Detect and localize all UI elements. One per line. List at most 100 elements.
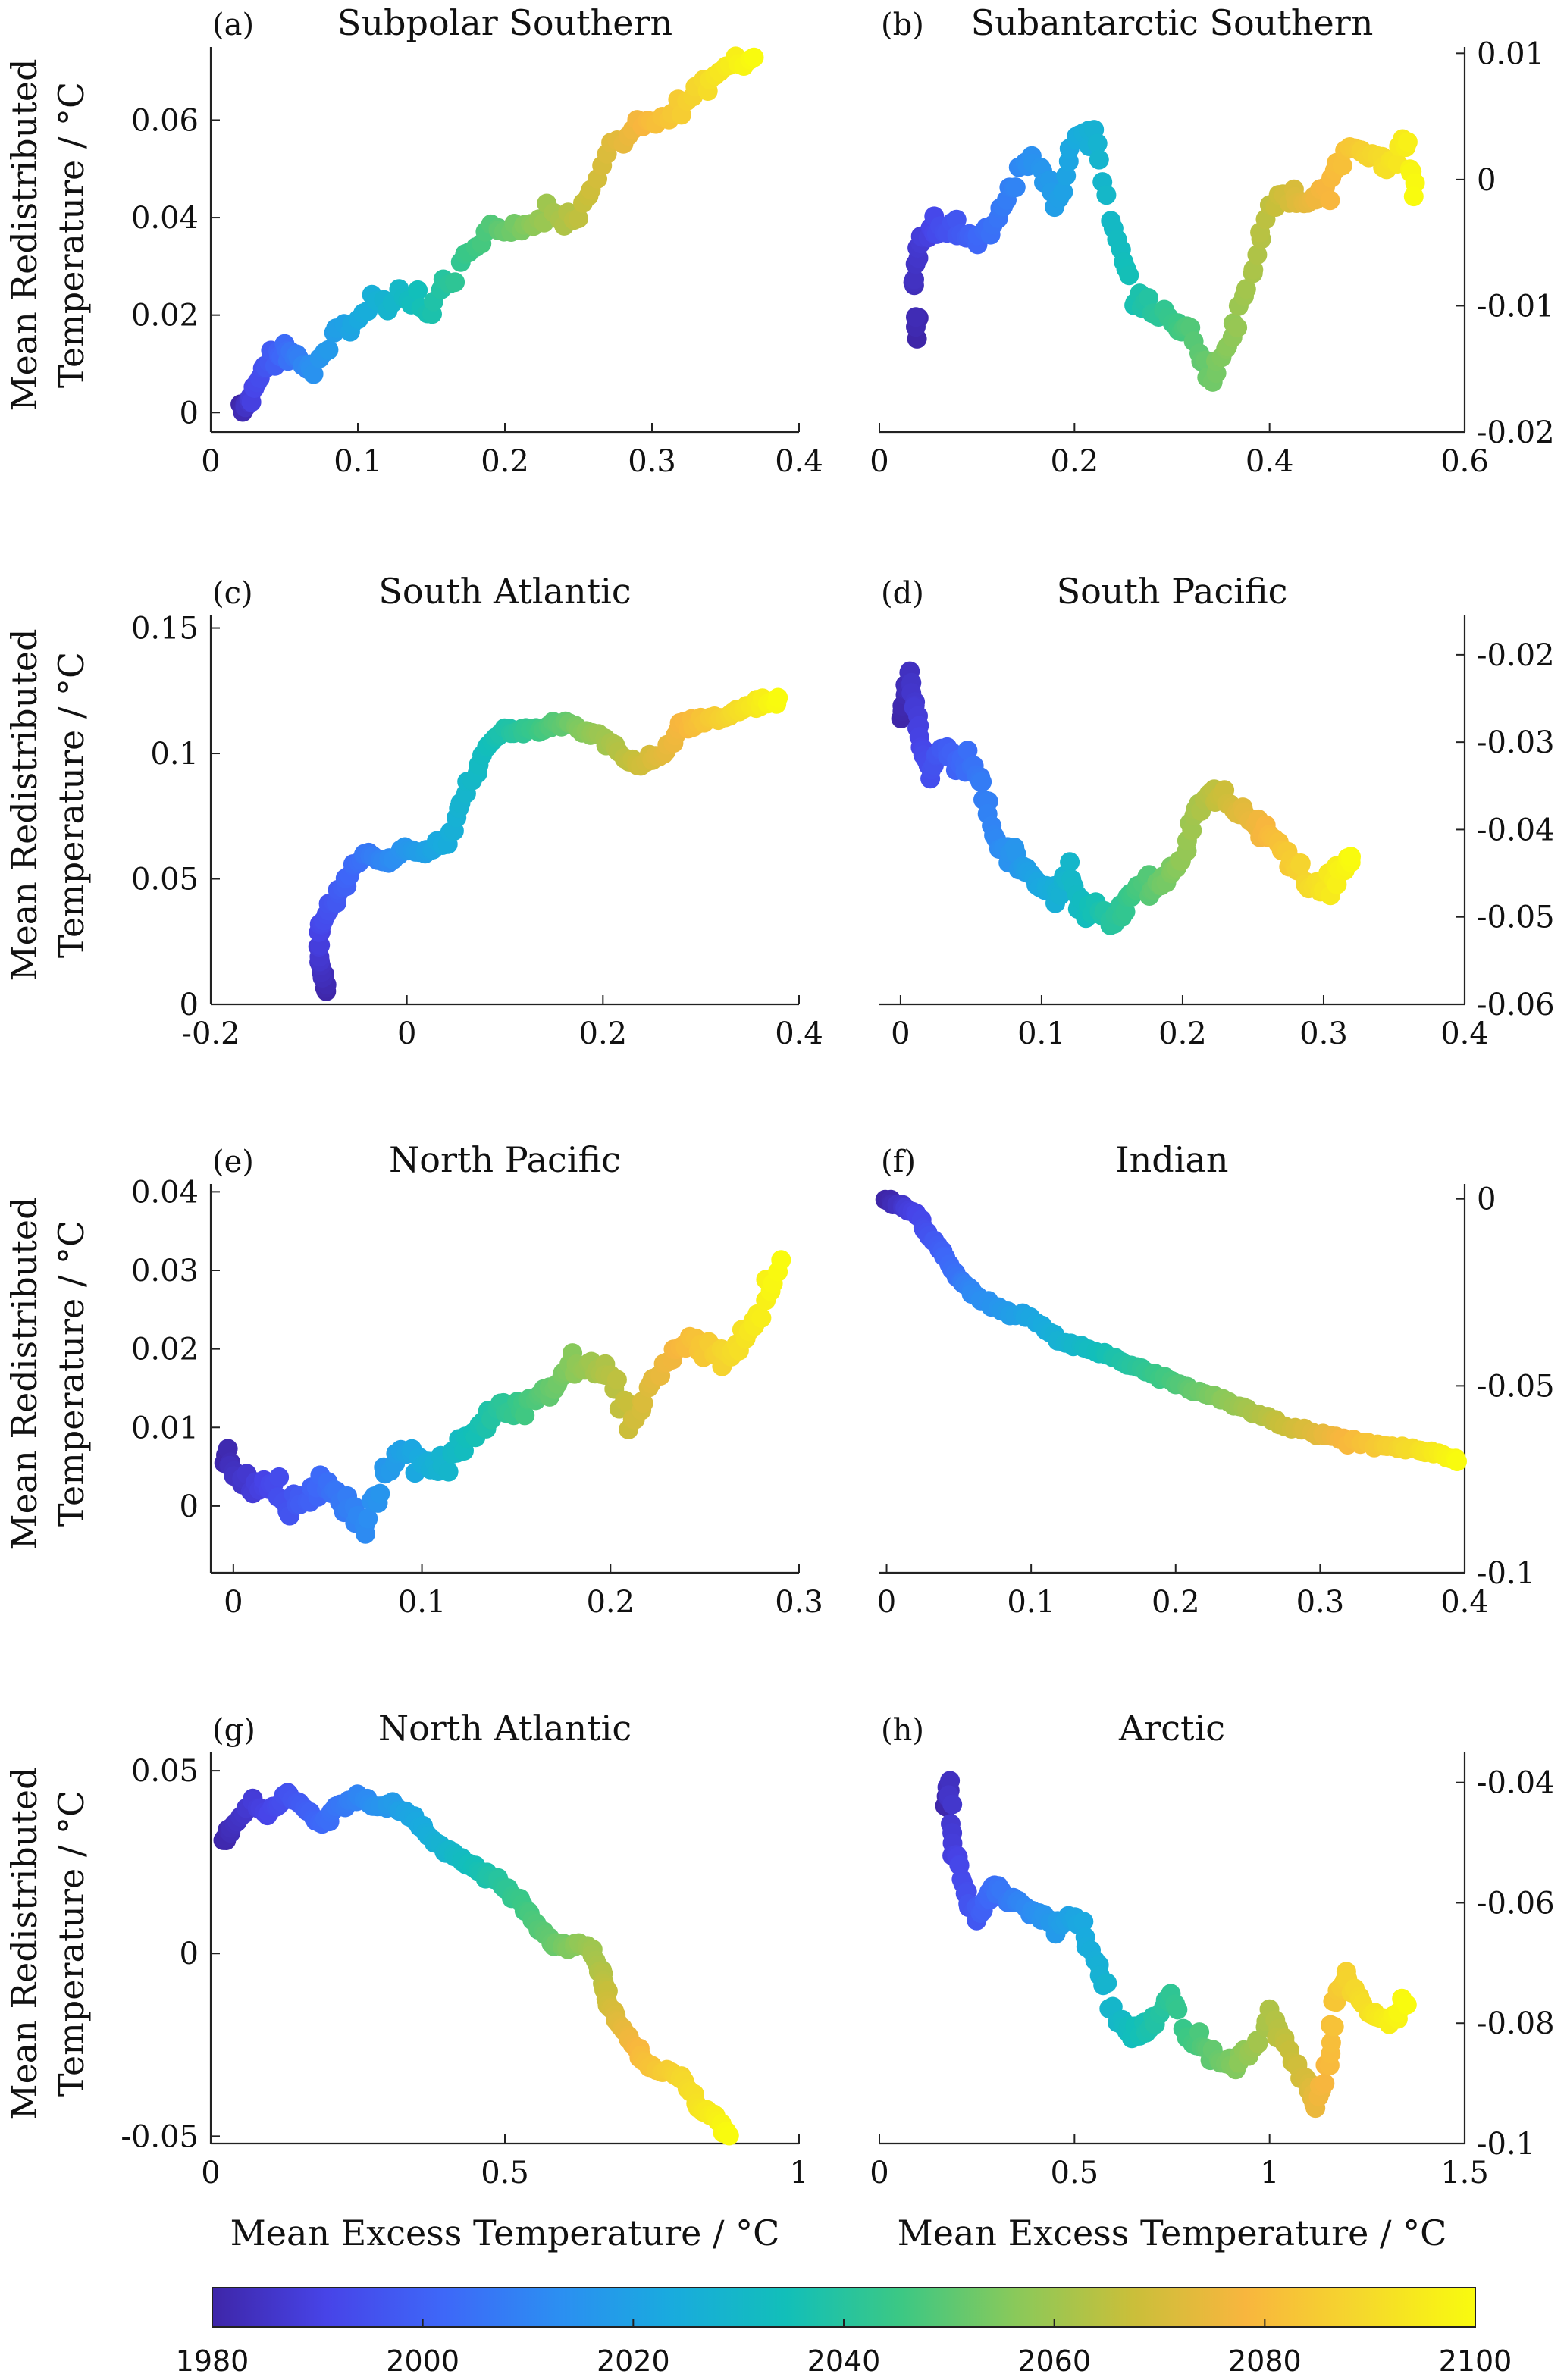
scatter-point [1321,2032,1341,2053]
panel-letter: (a) [212,8,254,42]
x-tick-label: 0.2 [481,444,529,479]
y-tick-label: -0.05 [1477,900,1555,935]
y-tick-label: 0 [180,988,199,1022]
scatter-point [1053,182,1073,202]
x-tick-label: 0.1 [1007,1585,1055,1620]
panel-title: Indian [1115,1139,1228,1180]
scatter-point [606,1370,627,1390]
ylabel-row4-line2: Temperature / °C [51,1790,92,2097]
x-tick-label: -0.2 [181,1016,240,1051]
x-tick-label: 0.4 [1440,1585,1489,1620]
x-tick-label: 0 [201,2156,220,2191]
x-tick-label: 0 [397,1016,416,1051]
x-tick-label: 0.2 [579,1016,628,1051]
panel-a: 0 0.1 0.2 0.3 0.4 0 0.02 0.04 0.06 Subpolar South… [131,2,823,479]
x-tick-label: 1 [1260,2156,1279,2191]
x-tick-label: 0.2 [586,1585,635,1620]
x-tick-label: 0.3 [1299,1016,1348,1051]
y-tick-label: 0.04 [131,201,199,236]
scatter-point [1005,177,1026,198]
scatter-point [1060,852,1080,872]
panel-title: North Pacific [389,1139,621,1180]
y-tick-label: 0.02 [131,299,199,334]
x-tick-label: 0.2 [1051,444,1099,479]
scatter-point [972,772,992,792]
ylabel-row3-line1: Mean Redistributed [4,1197,45,1549]
scatter-point [1247,245,1268,265]
scatter-point [358,1508,378,1529]
scatter-point [904,269,924,290]
colorbar-tick-label: 1980 [176,2344,249,2378]
scatter-point [1167,2000,1188,2020]
scatter-point [1227,318,1248,338]
x-tick-label: 0.3 [628,444,676,479]
scatter-point [1324,2016,1344,2037]
scatter-point [438,1461,459,1482]
colorbar-tick-label: 2000 [386,2344,459,2378]
scatter-point [269,1467,290,1487]
y-tick-label: -0.04 [1477,813,1555,847]
y-tick-label: 0.06 [131,103,199,138]
scatter-point [1089,149,1109,170]
scatter-point [1396,1994,1417,2015]
y-tick-label: 0.05 [131,863,199,897]
scatter-point [370,1483,390,1504]
scatter-series [875,1189,1467,1471]
colorbar-tick-label: 2060 [1017,2344,1091,2378]
x-tick-label: 0 [224,1585,243,1620]
panel-e: 0 0.1 0.2 0.3 0 0.01 0.02 0.03 0.04 North Pacific… [131,1139,823,1620]
scatter-point [906,307,926,327]
panel-f: 0 0.1 0.2 0.3 0.4-0.1 -0.05 0 Indian (f) [875,1139,1555,1620]
scatter-series [213,1783,739,2146]
ylabel-row1-line2: Temperature / °C [51,82,92,388]
scatter-point [771,1250,791,1270]
panel-d: 0 0.1 0.2 0.3 0.4-0.06 -0.05 -0.04 -0.03 -0.02 So… [879,571,1555,1051]
y-tick-label: -0.05 [121,2119,199,2154]
y-tick-label: 0.03 [131,1254,199,1289]
xlabel-left: Mean Excess Temperature / °C [230,2212,780,2253]
x-tick-label: 0 [201,444,220,479]
colorbar-tick-label: 2040 [807,2344,881,2378]
panels: 0 0.1 0.2 0.3 0.4 0 0.02 0.04 0.06 Subpolar South… [121,2,1554,2191]
colorbar-tick-label: 2080 [1228,2344,1302,2378]
panel-title: Subpolar Southern [337,2,672,43]
y-tick-label: 0.15 [131,612,199,647]
scatter-point [1182,820,1202,841]
panel-title: Arctic [1118,1708,1225,1749]
x-tick-label: 0 [870,2156,888,2191]
scatter-point [318,340,339,360]
scatter-point [1290,855,1311,875]
scatter-point [515,1405,535,1426]
y-tick-label: -0.06 [1477,988,1555,1022]
panel-letter: (e) [212,1145,254,1179]
scatter-point [1243,259,1264,280]
scatter-point [1087,133,1108,154]
scatter-point [569,208,588,229]
scatter-point [445,272,465,293]
colorbar-tick-label: 2100 [1439,2344,1512,2378]
scatter-point [1320,190,1340,211]
panel-letter: (b) [881,8,924,42]
scatter-point [1189,2022,1210,2043]
y-tick-label: 0.1 [150,737,199,772]
scatter-point [940,1771,961,1791]
y-tick-label: 0 [1477,1182,1496,1217]
y-tick-label: 0 [180,396,199,431]
panel-letter: (g) [212,1713,255,1748]
scatter-point [1403,186,1424,207]
scatter-point [408,280,428,300]
y-tick-label: -0.06 [1477,1886,1555,1921]
y-tick-label: 0 [180,1489,199,1524]
ylabel-row3-line2: Temperature / °C [51,1220,92,1527]
y-tick-label: -0.03 [1477,725,1555,760]
scatter-series [935,1771,1417,2119]
scatter-point [356,1524,375,1544]
x-tick-label: 0.5 [481,2156,529,2191]
colorbar-ticks: 1980 2000 2020 2040 2060 2080 2100 [176,2319,1512,2378]
scatter-point [1236,279,1256,299]
scatter-point [303,364,324,384]
scatter-point [942,1794,963,1815]
x-tick-label: 0.2 [1152,1585,1200,1620]
